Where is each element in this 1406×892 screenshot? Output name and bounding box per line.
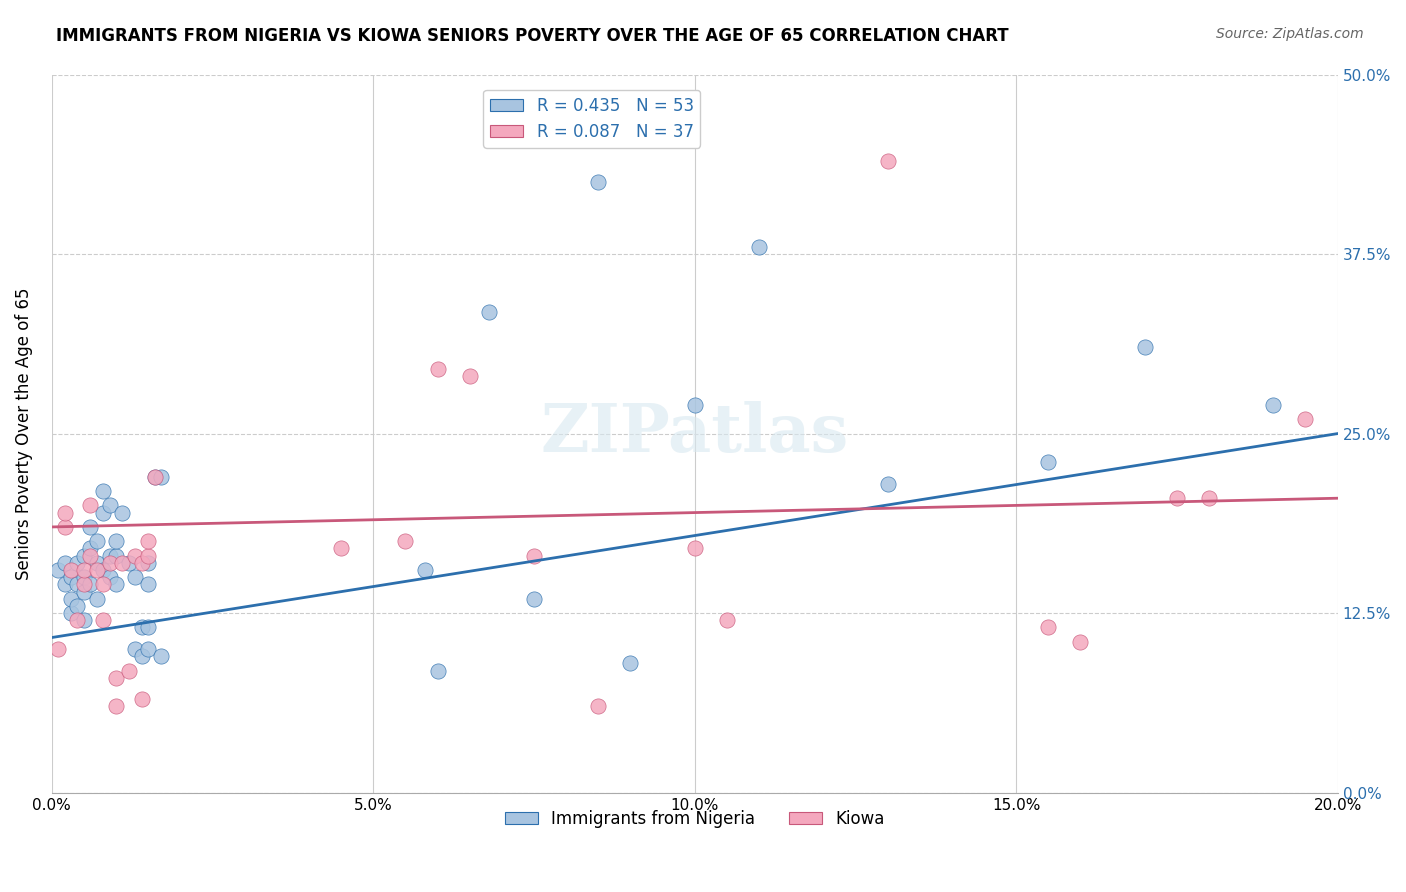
Point — [143, 469, 166, 483]
Point — [523, 549, 546, 563]
Point — [79, 577, 101, 591]
Point — [91, 577, 114, 591]
Point — [586, 699, 609, 714]
Point — [716, 613, 738, 627]
Point — [683, 541, 706, 556]
Point — [86, 591, 108, 606]
Point — [66, 556, 89, 570]
Point — [1133, 340, 1156, 354]
Point — [105, 549, 128, 563]
Point — [523, 591, 546, 606]
Point — [124, 570, 146, 584]
Point — [131, 556, 153, 570]
Point — [124, 549, 146, 563]
Point — [46, 563, 69, 577]
Point — [66, 577, 89, 591]
Point — [426, 664, 449, 678]
Point — [150, 649, 173, 664]
Point — [86, 563, 108, 577]
Point — [105, 577, 128, 591]
Point — [458, 369, 481, 384]
Point — [79, 499, 101, 513]
Point — [426, 362, 449, 376]
Point — [413, 563, 436, 577]
Point — [60, 570, 83, 584]
Point — [683, 398, 706, 412]
Point — [330, 541, 353, 556]
Point — [131, 620, 153, 634]
Point — [586, 175, 609, 189]
Point — [46, 642, 69, 657]
Point — [79, 520, 101, 534]
Text: ZIPatlas: ZIPatlas — [540, 401, 849, 467]
Point — [91, 506, 114, 520]
Point — [53, 556, 76, 570]
Point — [73, 577, 96, 591]
Point — [98, 549, 121, 563]
Point — [136, 577, 159, 591]
Point — [394, 534, 416, 549]
Point — [98, 570, 121, 584]
Point — [91, 613, 114, 627]
Point — [150, 469, 173, 483]
Point — [136, 549, 159, 563]
Point — [66, 613, 89, 627]
Point — [73, 549, 96, 563]
Point — [136, 642, 159, 657]
Point — [105, 671, 128, 685]
Point — [91, 563, 114, 577]
Point — [66, 599, 89, 613]
Point — [73, 570, 96, 584]
Point — [105, 699, 128, 714]
Point — [60, 563, 83, 577]
Point — [136, 534, 159, 549]
Point — [53, 520, 76, 534]
Point — [98, 499, 121, 513]
Point — [98, 556, 121, 570]
Point — [73, 613, 96, 627]
Point — [1263, 398, 1285, 412]
Point — [478, 304, 501, 318]
Legend: Immigrants from Nigeria, Kiowa: Immigrants from Nigeria, Kiowa — [498, 804, 891, 835]
Point — [1038, 620, 1060, 634]
Text: IMMIGRANTS FROM NIGERIA VS KIOWA SENIORS POVERTY OVER THE AGE OF 65 CORRELATION : IMMIGRANTS FROM NIGERIA VS KIOWA SENIORS… — [56, 27, 1010, 45]
Point — [1295, 412, 1317, 426]
Point — [1198, 491, 1220, 506]
Point — [86, 556, 108, 570]
Point — [619, 657, 641, 671]
Point — [73, 584, 96, 599]
Point — [73, 563, 96, 577]
Point — [748, 240, 770, 254]
Text: Source: ZipAtlas.com: Source: ZipAtlas.com — [1216, 27, 1364, 41]
Point — [136, 620, 159, 634]
Point — [53, 577, 76, 591]
Point — [118, 556, 141, 570]
Y-axis label: Seniors Poverty Over the Age of 65: Seniors Poverty Over the Age of 65 — [15, 287, 32, 580]
Point — [105, 534, 128, 549]
Point — [876, 476, 898, 491]
Point — [60, 591, 83, 606]
Point — [86, 534, 108, 549]
Point — [1038, 455, 1060, 469]
Point — [111, 556, 134, 570]
Point — [111, 506, 134, 520]
Point — [1166, 491, 1188, 506]
Point — [60, 606, 83, 620]
Point — [118, 664, 141, 678]
Point — [79, 549, 101, 563]
Point — [124, 642, 146, 657]
Point — [136, 556, 159, 570]
Point — [876, 153, 898, 168]
Point — [91, 483, 114, 498]
Point — [143, 469, 166, 483]
Point — [79, 541, 101, 556]
Point — [131, 649, 153, 664]
Point — [53, 506, 76, 520]
Point — [1069, 635, 1091, 649]
Point — [131, 692, 153, 706]
